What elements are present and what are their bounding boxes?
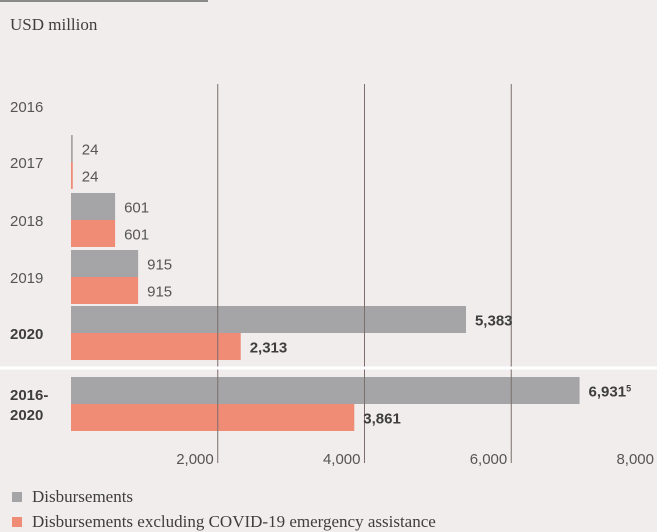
- x-tick-label-2000: 2,000: [176, 451, 214, 468]
- bar-excluding-covid-2019: [71, 277, 139, 304]
- value-label-disbursements-2020: 5,383: [475, 313, 513, 330]
- category-label-2018: 2018: [10, 213, 43, 230]
- legend-label-disbursements: Disbursements: [32, 487, 134, 506]
- x-tick-label-8000: 8,000: [616, 451, 654, 468]
- legend-swatch-excluding-covid: [12, 517, 22, 527]
- value-label-disbursements-2016-2020: 6,9315: [589, 384, 632, 401]
- category-label-2020: 2020: [10, 326, 43, 343]
- bar-excluding-covid-2017: [71, 162, 73, 189]
- bar-disbursements-2017: [71, 135, 73, 162]
- bar-disbursements-2016-2020: [71, 377, 580, 404]
- bar-excluding-covid-2016-2020: [71, 404, 355, 431]
- value-label-excluding-covid-2020: 2,313: [250, 340, 288, 357]
- legend-item-disbursements: Disbursements: [12, 487, 133, 507]
- top-rule: [0, 0, 208, 2]
- value-label-excluding-covid-2017: 24: [82, 169, 99, 186]
- bar-disbursements-2020: [71, 306, 466, 333]
- legend-item-excluding-covid: Disbursements excluding COVID-19 emergen…: [12, 512, 436, 532]
- bar-disbursements-2018: [71, 193, 116, 220]
- bar-disbursements-2019: [71, 250, 139, 277]
- value-label-excluding-covid-2016-2020: 3,861: [363, 411, 401, 428]
- value-label-excluding-covid-2019: 915: [147, 284, 172, 301]
- category-label-2019: 2019: [10, 270, 43, 287]
- value-label-disbursements-2018: 601: [124, 200, 149, 217]
- category-label-2016: 2016: [10, 99, 43, 116]
- legend-swatch-disbursements: [12, 492, 22, 502]
- bar-excluding-covid-2018: [71, 220, 116, 247]
- value-label-disbursements-2017: 24: [82, 142, 99, 159]
- footnote-marker: 5: [626, 384, 631, 394]
- unit-label: USD million: [10, 15, 98, 34]
- x-tick-label-4000: 4,000: [323, 451, 361, 468]
- value-label-excluding-covid-2018: 601: [124, 227, 149, 244]
- bar-excluding-covid-2020: [71, 333, 241, 360]
- x-tick-label-6000: 6,000: [470, 451, 508, 468]
- value-label-disbursements-2019: 915: [147, 257, 172, 274]
- category-label-2016-2020: 2016-2020: [10, 387, 48, 424]
- category-label-2017: 2017: [10, 155, 43, 172]
- legend-label-excluding-covid: Disbursements excluding COVID-19 emergen…: [32, 512, 436, 531]
